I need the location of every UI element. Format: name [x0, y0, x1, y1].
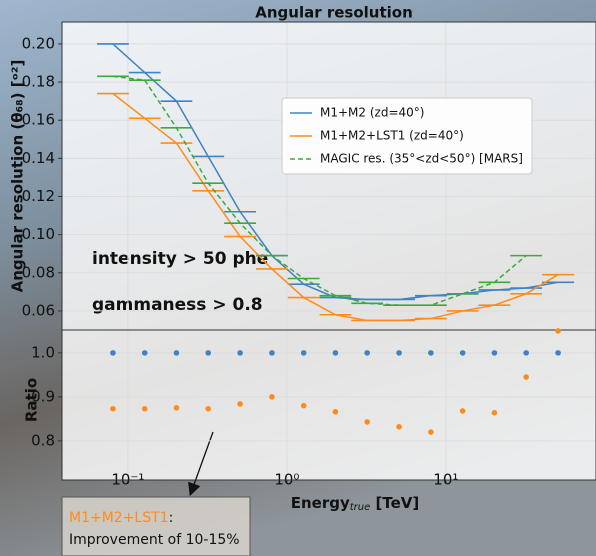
y-tick-label: 0.06 — [22, 301, 55, 319]
y-tick-label: 0.10 — [22, 225, 55, 243]
point — [396, 423, 402, 430]
chart-title: Angular resolution — [255, 4, 413, 22]
point — [300, 402, 307, 409]
point — [110, 350, 116, 356]
axes-frame — [61, 329, 596, 481]
point — [237, 401, 243, 407]
point — [555, 350, 561, 356]
y-tick-label: 0.20 — [22, 34, 55, 52]
annotation: gammaness > 0.8 — [92, 295, 263, 315]
annotation: intensity > 50 phe — [92, 249, 268, 269]
note-text: Improvement of 10-15% — [69, 532, 240, 548]
point — [459, 350, 466, 356]
point — [523, 374, 529, 380]
legend-box — [281, 97, 533, 175]
point — [396, 350, 402, 356]
y-axis-label: Ratio — [23, 378, 41, 422]
point — [205, 405, 212, 412]
point — [300, 350, 307, 356]
point — [459, 408, 466, 414]
legend-label: M1+M2 (zd=40°) — [320, 106, 424, 120]
y-axis-label: Angular resolution (θ₆₈) [ᵒ²] — [9, 60, 27, 293]
note-box — [61, 496, 251, 556]
y-tick-label: 0.08 — [22, 263, 55, 281]
point — [110, 405, 116, 412]
point — [269, 350, 275, 356]
series-line — [112, 43, 559, 301]
series-line — [112, 92, 559, 322]
point — [173, 405, 180, 411]
legend-label: M1+M2+LST1 (zd=40°) — [320, 129, 464, 143]
y-tick-label: 0.12 — [22, 187, 55, 205]
point — [491, 409, 498, 416]
point — [141, 405, 148, 412]
point — [428, 350, 434, 356]
point — [555, 328, 561, 334]
point — [141, 350, 148, 356]
point — [523, 350, 529, 356]
y-tick-label: 1.0 — [31, 343, 55, 361]
point — [428, 429, 434, 435]
y-tick-label: 0.14 — [22, 149, 55, 167]
point — [332, 350, 339, 356]
point — [364, 350, 370, 356]
y-tick-label: 0.18 — [22, 73, 55, 91]
point — [332, 409, 339, 415]
x-axis-label: Energytrue [TeV] — [291, 494, 420, 514]
point — [205, 350, 212, 356]
point — [364, 419, 370, 425]
point — [173, 350, 180, 356]
y-tick-label: 0.16 — [22, 111, 55, 129]
point — [237, 350, 243, 356]
legend-label: MAGIC res. (35°<zd<50°) [MARS] — [320, 152, 523, 166]
y-tick-label: 0.9 — [31, 387, 55, 405]
y-tick-label: 0.8 — [31, 431, 55, 449]
point — [269, 394, 275, 400]
point — [491, 350, 498, 356]
note-title: M1+M2+LST1: — [69, 510, 173, 526]
series-line — [112, 75, 527, 306]
